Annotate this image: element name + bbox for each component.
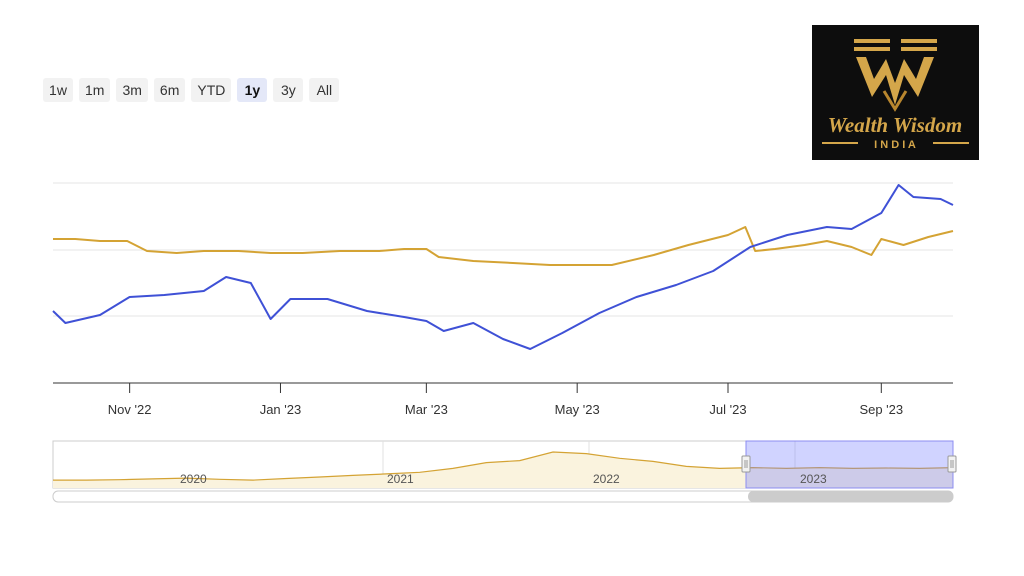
navigator[interactable]: 2020 2021 2022 2023 bbox=[52, 440, 957, 503]
x-tick-label: Sep '23 bbox=[859, 402, 903, 417]
wealth-wisdom-logo: Wealth Wisdom I N D I A bbox=[812, 25, 979, 160]
x-tick-label: Nov '22 bbox=[108, 402, 152, 417]
navigator-year-label: 2021 bbox=[387, 472, 414, 486]
range-selector: 1w 1m 3m 6m YTD 1y 3y All bbox=[43, 78, 340, 102]
logo-text-line2: I N D I A bbox=[874, 139, 916, 151]
navigator-year-label: 2020 bbox=[180, 472, 207, 486]
x-tick-label: Jan '23 bbox=[260, 402, 302, 417]
logo-emblem: Wealth Wisdom I N D I A bbox=[822, 39, 969, 151]
navigator-year-label: 2023 bbox=[800, 472, 827, 486]
x-tick-label: Mar '23 bbox=[405, 402, 448, 417]
chart-series bbox=[52, 184, 954, 350]
navigator-handle[interactable] bbox=[947, 455, 957, 473]
range-button-ytd[interactable]: YTD bbox=[191, 78, 232, 102]
range-button-1w[interactable]: 1w bbox=[43, 78, 73, 102]
range-button-3y[interactable]: 3y bbox=[273, 78, 304, 102]
range-button-all[interactable]: All bbox=[309, 78, 340, 102]
x-axis: Nov '22 Jan '23 Mar '23 May '23 Jul '23 Sep '… bbox=[53, 382, 953, 417]
x-tick-label: Jul '23 bbox=[709, 402, 746, 417]
navigator-handle[interactable] bbox=[741, 455, 751, 473]
navigator-line bbox=[53, 451, 954, 481]
navigator-year-label: 2022 bbox=[593, 472, 620, 486]
grid-lines bbox=[53, 182, 953, 317]
logo-text-line1: Wealth Wisdom bbox=[828, 113, 962, 137]
range-button-6m[interactable]: 6m bbox=[153, 78, 186, 102]
series-line-2 bbox=[52, 184, 954, 350]
range-button-1y[interactable]: 1y bbox=[237, 78, 268, 102]
range-button-1m[interactable]: 1m bbox=[79, 78, 111, 102]
navigator-selection bbox=[745, 440, 954, 489]
range-button-3m[interactable]: 3m bbox=[116, 78, 148, 102]
scrollbar-thumb[interactable] bbox=[748, 491, 953, 502]
x-tick-label: May '23 bbox=[555, 402, 600, 417]
series-line-1 bbox=[53, 226, 954, 266]
